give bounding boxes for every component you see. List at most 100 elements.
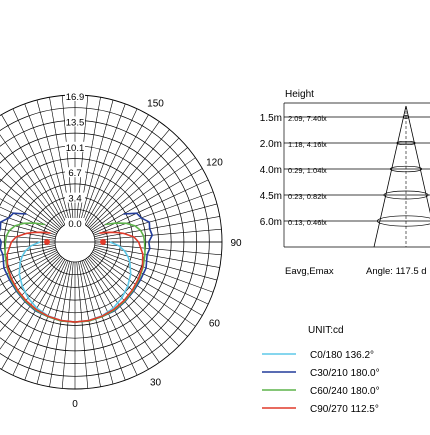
grid-spoke — [0, 253, 59, 295]
cone-ellipse — [383, 190, 429, 200]
grid-spoke — [0, 257, 63, 332]
grid-spoke — [92, 250, 209, 305]
grid-spoke — [0, 134, 64, 226]
cone-ellipse — [396, 140, 416, 146]
grid-spoke — [0, 248, 57, 270]
grid-spoke — [84, 259, 149, 370]
grid-spoke — [87, 129, 170, 227]
series-curve — [6, 231, 144, 323]
grid-spoke — [86, 121, 160, 226]
grid-spoke — [0, 235, 56, 241]
radial-tick-labels: 16.9 13.5 10.1 6.7 3.4 0.0 — [65, 91, 85, 230]
table-value: 2.09, 7.40lx — [288, 114, 327, 123]
grid-spoke — [92, 251, 203, 316]
angle-tick-label: 30 — [150, 377, 162, 388]
grid-spoke — [83, 259, 138, 376]
radial-tick-label: 10.1 — [66, 143, 85, 154]
grid-spoke — [1, 259, 66, 370]
grid-spoke — [0, 152, 63, 227]
grid-spoke — [0, 221, 56, 238]
grid-spoke — [1, 114, 66, 225]
grid-spoke — [36, 99, 71, 223]
grid-spoke — [81, 260, 126, 381]
grid-spoke — [90, 147, 188, 230]
unit-label: UNIT:cd — [308, 325, 344, 336]
radial-tick-bg — [65, 167, 85, 178]
grid-spoke — [94, 203, 218, 238]
radial-tick-label: 13.5 — [66, 117, 85, 128]
grid-spoke — [88, 255, 180, 347]
table-height-label: 6.0m — [260, 217, 282, 228]
legend-label: C0/180 136.2° — [310, 350, 374, 361]
grid-spoke — [78, 261, 101, 387]
table-rows: 1.5m 2.09, 7.40lx 2.0m 1.18, 4.16lx 4.0m 0.29… — [260, 113, 327, 228]
grid-spoke — [92, 168, 203, 233]
grid-spoke — [94, 228, 222, 241]
grid-spoke — [76, 261, 89, 389]
cone-ellipse — [376, 215, 430, 227]
grid-spoke — [24, 103, 69, 224]
grid-spoke — [79, 261, 114, 385]
angle-tick-labels: 0 30 60 90 120 150 — [72, 99, 242, 410]
radial-tick-bg — [65, 218, 85, 228]
angle-tick-label: 120 — [206, 158, 223, 169]
grid-spoke — [12, 108, 67, 225]
grid-spoke — [0, 243, 56, 249]
angle-tick-label: 150 — [147, 99, 164, 110]
grid-spoke — [86, 258, 160, 363]
table-grid — [283, 102, 430, 248]
radial-tick-label: 0.0 — [68, 219, 81, 230]
grid-spoke — [0, 166, 62, 229]
cone-ellipse — [389, 165, 423, 173]
grid-spoke — [88, 137, 180, 229]
table-height-label: 2.0m — [260, 139, 282, 150]
cone-ellipse — [402, 115, 410, 119]
grid-spoke — [83, 108, 138, 225]
grid-spoke — [0, 178, 60, 230]
table-height-label: 4.5m — [260, 191, 282, 202]
angle-tick-label: 0 — [72, 399, 78, 410]
table-value: 0.23, 0.82lx — [288, 192, 327, 201]
distribution-curves — [0, 212, 154, 323]
grid-spoke — [0, 245, 56, 256]
center-marker — [100, 239, 106, 245]
grid-spoke — [90, 254, 188, 337]
beam-cone-icon — [373, 105, 430, 248]
grid-spoke — [0, 198, 58, 233]
grid-spoke — [0, 258, 64, 350]
grid-spoke — [84, 114, 149, 225]
legend-label: C90/270 112.5° — [310, 404, 379, 415]
center-markers — [44, 239, 106, 245]
grid-spoke — [36, 261, 71, 385]
table-footer-right: Angle: 117.5 d — [366, 266, 427, 277]
grid-spoke — [94, 243, 222, 256]
legend: C0/180 136.2° C30/210 180.0° C60/240 180.0… — [262, 350, 380, 415]
cone-edge — [405, 105, 430, 214]
grid-spoke — [12, 259, 67, 376]
legend-label: C30/210 180.0° — [310, 368, 380, 379]
illuminance-table: Height 1.5m 2.09, 7.40lx 2.0m 1.18, 4.16lx 4… — [260, 89, 430, 277]
grid-spoke — [93, 248, 214, 293]
grid-spoke — [0, 251, 58, 286]
radial-tick-bg — [65, 192, 85, 203]
grid-spoke — [79, 99, 114, 223]
table-height-label: 4.0m — [260, 165, 282, 176]
angle-tick-label: 90 — [230, 238, 242, 249]
grid-spoke — [0, 255, 62, 318]
table-value: 0.29, 1.04lx — [288, 166, 327, 175]
cone-edge — [373, 105, 407, 248]
grid-spoke — [0, 250, 58, 278]
table-value: 1.18, 4.16lx — [288, 140, 327, 149]
radial-tick-label: 6.7 — [68, 168, 81, 179]
grid-spoke — [87, 257, 170, 355]
table-value: 0.13, 0.46lx — [288, 218, 327, 227]
table-title: Height — [285, 89, 314, 100]
grid-spoke — [81, 103, 126, 224]
center-marker — [44, 239, 50, 245]
grid-spoke — [0, 246, 56, 263]
grid-spoke — [0, 189, 59, 231]
grid-spoke — [91, 157, 196, 231]
grid-spoke — [92, 179, 209, 234]
